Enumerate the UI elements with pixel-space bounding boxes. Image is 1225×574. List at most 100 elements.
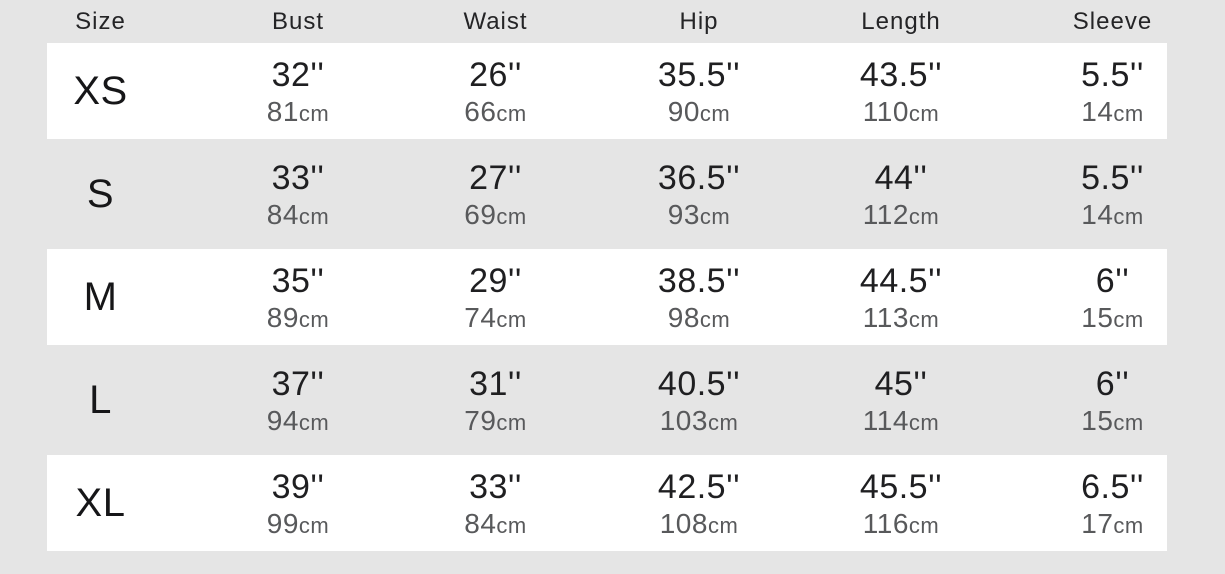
cm-unit: cm: [496, 512, 527, 538]
cm-value: 94cm: [266, 404, 330, 436]
cm-unit: cm: [1113, 203, 1144, 229]
inches-value: 33'': [469, 468, 522, 507]
measurement-cell-hip: 36.5'' 93cm: [596, 146, 802, 242]
measurement-cell-sleeve: 6.5'' 17cm: [1000, 455, 1225, 551]
measurement-cell-hip: 40.5'' 103cm: [596, 352, 802, 448]
inches-value: 27'': [469, 159, 522, 198]
cm-unit: cm: [699, 203, 731, 229]
measurement-cell-sleeve: 6'' 15cm: [1000, 249, 1225, 345]
measurement-cell-bust: 39'' 99cm: [201, 455, 395, 551]
measurement-cell-sleeve: 5.5'' 14cm: [1000, 146, 1225, 242]
measurement-cell-waist: 27'' 69cm: [395, 146, 596, 242]
inches-value: 45'': [874, 365, 928, 404]
size-cell: XS: [73, 68, 128, 113]
measurement-cell-waist: 31'' 79cm: [395, 352, 596, 448]
inches-value: 5.5'': [1081, 56, 1144, 95]
column-header-size: Size: [75, 7, 126, 35]
inches-value: 6.5'': [1081, 468, 1144, 507]
cm-unit: cm: [298, 306, 330, 332]
table-row-xs: XS 32'' 81cm 26'' 66cm 35.5'' 90cm 43.5'…: [0, 43, 1225, 139]
inches-value: 35'': [271, 262, 325, 301]
cm-value: 17cm: [1081, 507, 1144, 539]
cm-value: 113cm: [862, 301, 940, 333]
inches-value: 35.5'': [657, 56, 741, 95]
cm-value: 69cm: [464, 198, 527, 230]
measurement-cell-hip: 38.5'' 98cm: [596, 249, 802, 345]
table-row-m: M 35'' 89cm 29'' 74cm 38.5'' 98cm 44.5''…: [0, 249, 1225, 345]
measurement-cell-waist: 29'' 74cm: [395, 249, 596, 345]
cm-unit: cm: [496, 100, 527, 126]
cm-value: 112cm: [862, 198, 940, 230]
cm-unit: cm: [707, 512, 739, 538]
cm-value: 108cm: [659, 507, 739, 539]
inches-value: 45.5'': [859, 468, 943, 507]
cm-unit: cm: [298, 203, 330, 229]
measurement-cell-length: 44'' 112cm: [802, 146, 1000, 242]
cm-value: 14cm: [1081, 198, 1144, 230]
column-header-waist: Waist: [463, 7, 528, 35]
inches-value: 43.5'': [859, 56, 943, 95]
inches-value: 44'': [874, 159, 928, 198]
cm-unit: cm: [908, 306, 940, 332]
cm-value: 15cm: [1081, 301, 1144, 333]
cm-value: 84cm: [464, 507, 527, 539]
inches-value: 6'': [1095, 262, 1130, 301]
measurement-cell-bust: 32'' 81cm: [201, 43, 395, 139]
size-cell: L: [89, 377, 112, 422]
cm-value: 99cm: [266, 507, 330, 539]
row-stripe: [47, 43, 1167, 139]
table-row-xl: XL 39'' 99cm 33'' 84cm 42.5'' 108cm 45.5…: [0, 455, 1225, 551]
inches-value: 39'': [271, 468, 325, 507]
row-stripe: [47, 249, 1167, 345]
cm-unit: cm: [496, 409, 527, 435]
measurement-cell-length: 45.5'' 116cm: [802, 455, 1000, 551]
measurement-cell-waist: 33'' 84cm: [395, 455, 596, 551]
measurement-cell-length: 45'' 114cm: [802, 352, 1000, 448]
cm-unit: cm: [699, 306, 731, 332]
cm-unit: cm: [298, 409, 330, 435]
inches-value: 29'': [469, 262, 522, 301]
table-row-l: L 37'' 94cm 31'' 79cm 40.5'' 103cm 45'' …: [0, 352, 1225, 448]
cm-unit: cm: [496, 203, 527, 229]
cm-value: 14cm: [1081, 95, 1144, 127]
measurement-cell-sleeve: 6'' 15cm: [1000, 352, 1225, 448]
column-header-sleeve: Sleeve: [1072, 7, 1153, 35]
cm-unit: cm: [707, 409, 739, 435]
cm-value: 66cm: [464, 95, 527, 127]
cm-value: 90cm: [667, 95, 731, 127]
cm-unit: cm: [1113, 306, 1144, 332]
inches-value: 44.5'': [859, 262, 943, 301]
measurement-cell-bust: 35'' 89cm: [201, 249, 395, 345]
inches-value: 26'': [469, 56, 522, 95]
cm-unit: cm: [699, 100, 731, 126]
measurement-cell-bust: 37'' 94cm: [201, 352, 395, 448]
measurement-cell-hip: 42.5'' 108cm: [596, 455, 802, 551]
inches-value: 36.5'': [657, 159, 741, 198]
inches-value: 42.5'': [657, 468, 741, 507]
cm-unit: cm: [496, 306, 527, 332]
measurement-cell-waist: 26'' 66cm: [395, 43, 596, 139]
measurement-cell-length: 43.5'' 110cm: [802, 43, 1000, 139]
row-stripe: [47, 455, 1167, 551]
cm-unit: cm: [908, 512, 940, 538]
cm-value: 93cm: [667, 198, 731, 230]
cm-value: 98cm: [667, 301, 731, 333]
inches-value: 32'': [271, 56, 325, 95]
inches-value: 31'': [469, 365, 522, 404]
inches-value: 40.5'': [657, 365, 741, 404]
cm-value: 110cm: [862, 95, 940, 127]
cm-value: 84cm: [266, 198, 330, 230]
header-row: Size Bust Waist Hip Length Sleeve: [0, 0, 1225, 43]
size-cell: M: [83, 274, 118, 319]
cm-value: 15cm: [1081, 404, 1144, 436]
inches-value: 33'': [271, 159, 325, 198]
measurement-cell-length: 44.5'' 113cm: [802, 249, 1000, 345]
cm-unit: cm: [1113, 409, 1144, 435]
measurement-cell-bust: 33'' 84cm: [201, 146, 395, 242]
cm-value: 103cm: [659, 404, 739, 436]
measurement-cell-sleeve: 5.5'' 14cm: [1000, 43, 1225, 139]
inches-value: 38.5'': [657, 262, 741, 301]
cm-unit: cm: [908, 203, 940, 229]
size-chart-table: Size Bust Waist Hip Length Sleeve XS 32'…: [0, 0, 1225, 551]
size-cell: XL: [75, 480, 126, 525]
